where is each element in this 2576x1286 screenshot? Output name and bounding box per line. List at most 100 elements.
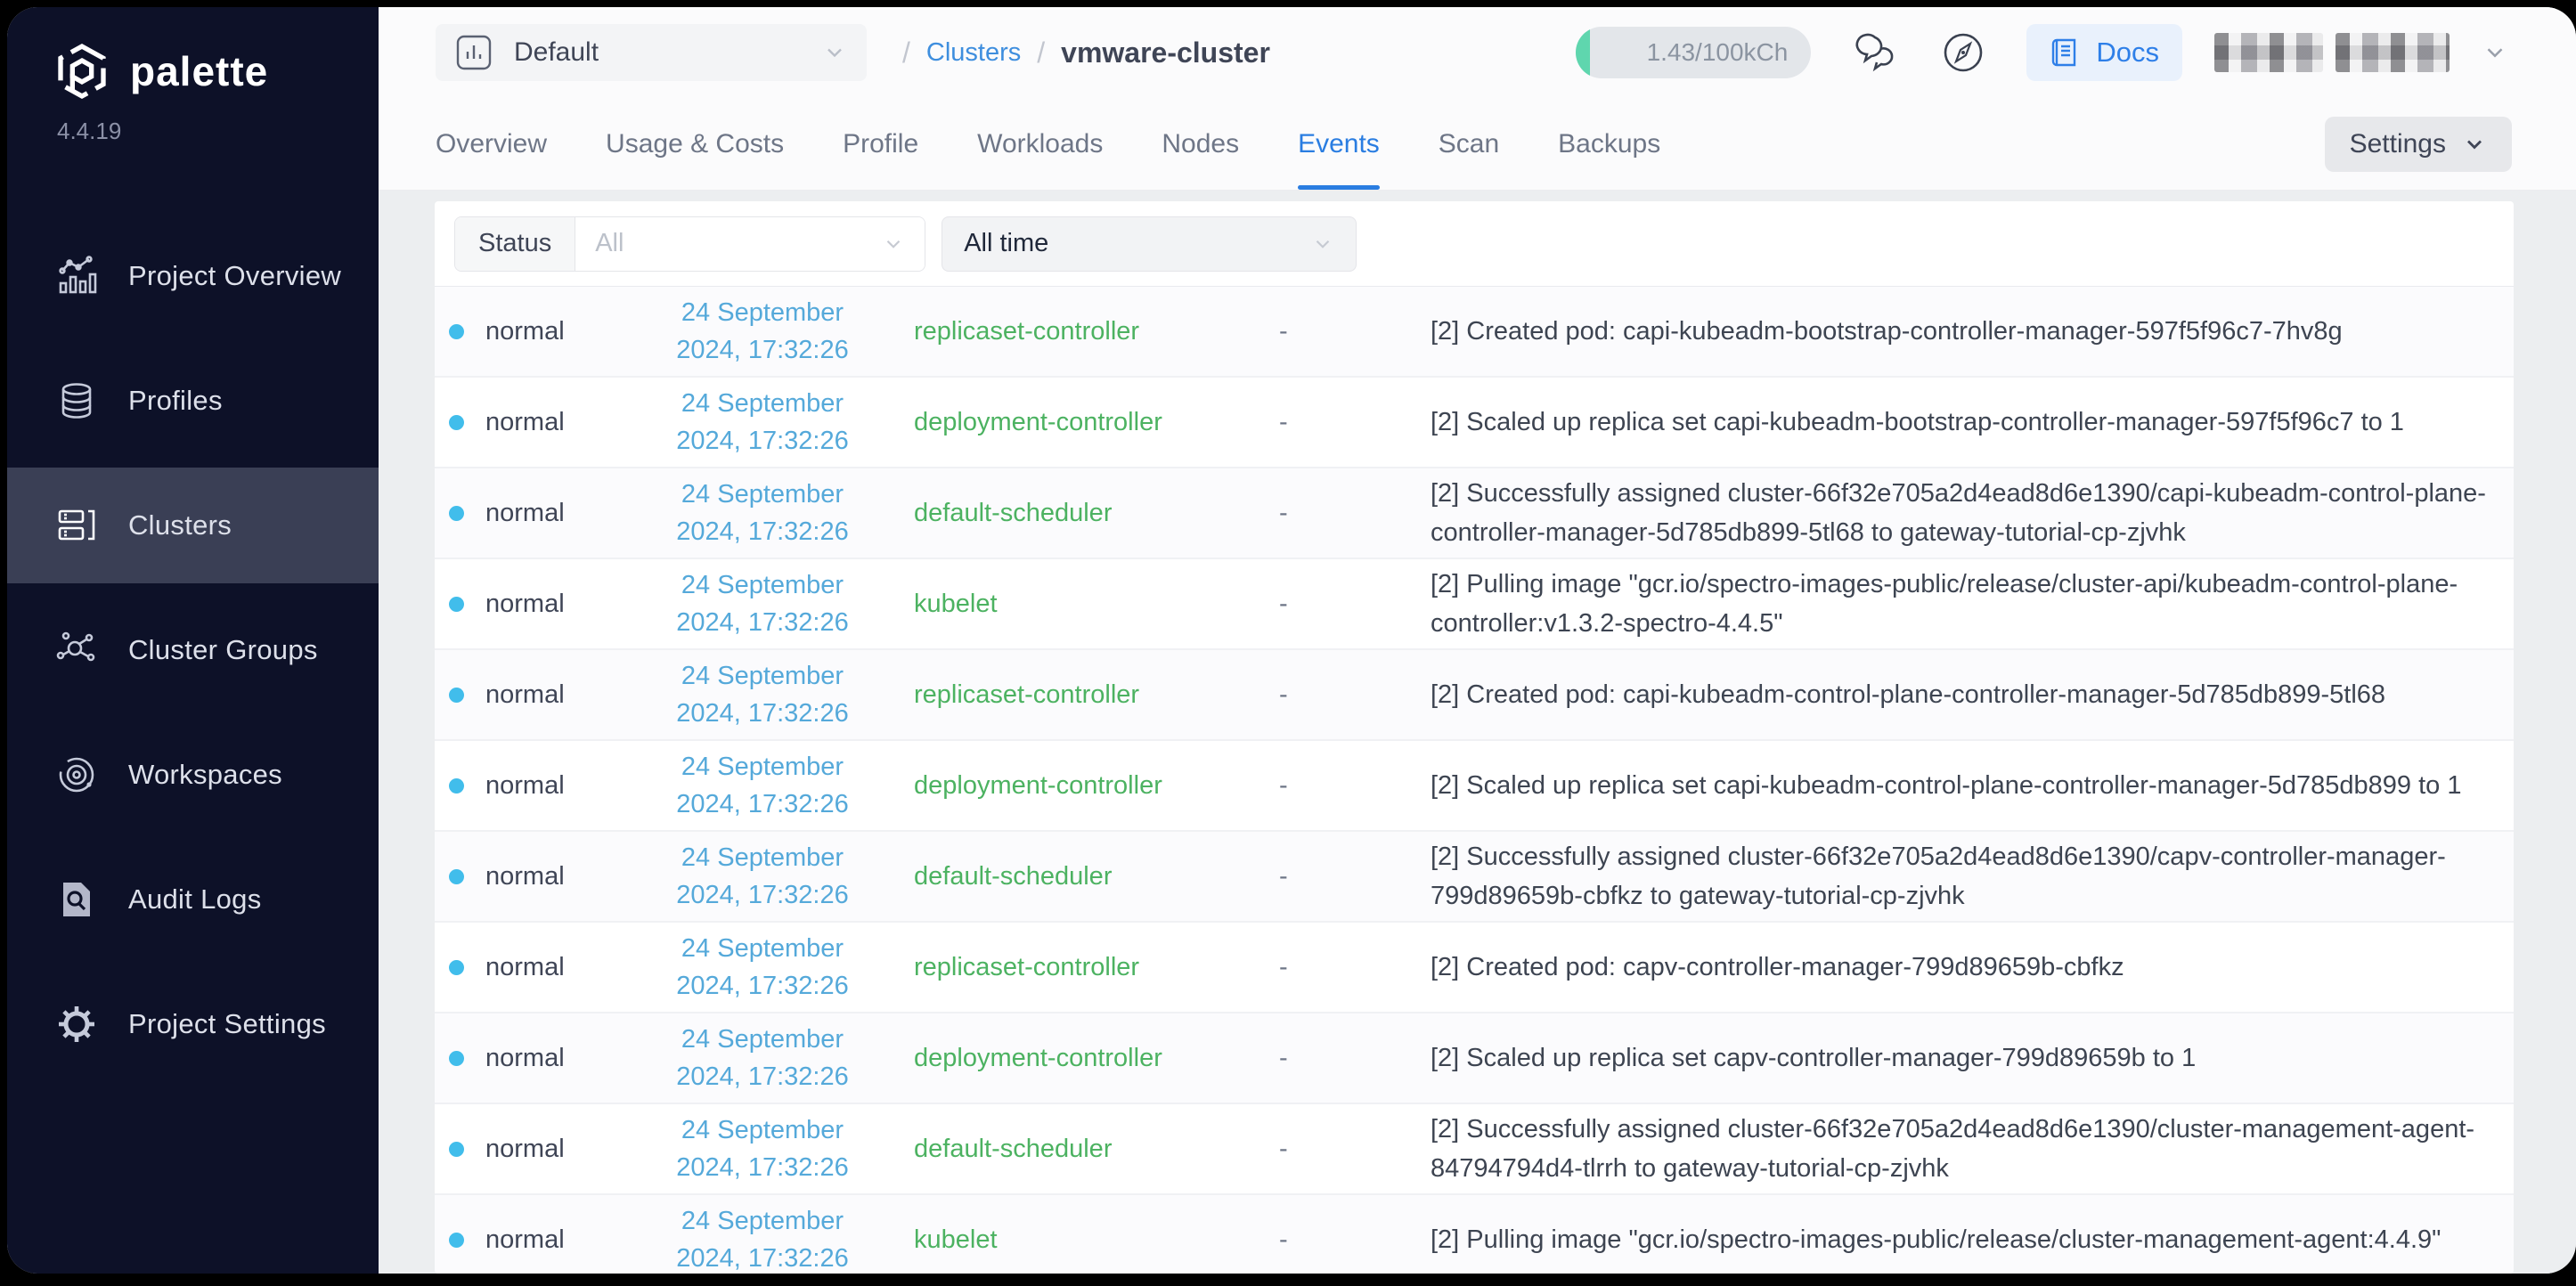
- event-message-cell: [2] Created pod: capi-kubeadm-bootstrap-…: [1431, 317, 2343, 346]
- sidebar-item-project-settings[interactable]: Project Settings: [7, 966, 379, 1082]
- event-message-cell: [2] Scaled up replica set capv-controlle…: [1431, 1044, 2197, 1072]
- tab-nodes[interactable]: Nodes: [1162, 128, 1240, 159]
- event-status-label: normal: [485, 680, 565, 709]
- chat-button[interactable]: [1850, 28, 1900, 77]
- status-filter-label: Status: [455, 216, 576, 271]
- event-source-cell: replicaset-controller: [914, 952, 1140, 981]
- book-icon: [2052, 38, 2076, 67]
- event-date-cell: 24 September 2024, 17:32:26: [673, 657, 852, 732]
- chart-icon: [59, 256, 97, 294]
- event-status-label: normal: [485, 407, 565, 436]
- sidebar: palette 4.4.19 Project Overview Pro: [7, 7, 379, 1274]
- event-source-cell: default-scheduler: [914, 498, 1113, 527]
- status-filter-select[interactable]: All: [575, 216, 925, 271]
- event-involved-cell: -: [1279, 316, 1288, 346]
- event-status-label: normal: [485, 952, 565, 981]
- event-date-line1: 24 September: [681, 480, 844, 509]
- layers-icon: [61, 383, 92, 419]
- tab-backups[interactable]: Backups: [1558, 128, 1661, 159]
- sidebar-item-cluster-groups[interactable]: Cluster Groups: [7, 592, 379, 708]
- events-content: Status All All time normal 24 S: [379, 191, 2576, 1274]
- status-dot-icon: [449, 414, 464, 430]
- event-status-cell: normal: [435, 499, 647, 528]
- palette-logo-icon: [58, 43, 106, 100]
- tab-scan[interactable]: Scan: [1438, 128, 1500, 159]
- event-message-cell: [2] Pulling image "gcr.io/spectro-images…: [1431, 1225, 2441, 1254]
- project-selector[interactable]: Default: [436, 24, 867, 81]
- event-message-cell: [2] Successfully assigned cluster-66f32e…: [1431, 842, 2446, 910]
- orbit-icon: [59, 757, 94, 793]
- event-involved-cell: -: [1279, 952, 1288, 981]
- event-status-cell: normal: [435, 862, 647, 891]
- event-date-line1: 24 September: [681, 1207, 844, 1235]
- event-involved-cell: -: [1279, 498, 1288, 527]
- event-date-cell: 24 September 2024, 17:32:26: [673, 1021, 852, 1095]
- event-date-line2: 2024, 17:32:26: [676, 1062, 849, 1091]
- event-date-line2: 2024, 17:32:26: [676, 790, 849, 818]
- explore-button[interactable]: [1939, 28, 1987, 77]
- sidebar-item-label: Cluster Groups: [128, 634, 318, 665]
- chevron-down-icon: [2487, 48, 2503, 58]
- event-date-cell: 24 September 2024, 17:32:26: [673, 1202, 852, 1274]
- docs-button-label: Docs: [2096, 37, 2159, 68]
- chevron-down-icon: [886, 240, 901, 248]
- tab-profile[interactable]: Profile: [843, 128, 919, 159]
- events-card: Status All All time normal 24 S: [435, 201, 2514, 1274]
- chevron-down-icon: [1316, 240, 1330, 248]
- usage-badge: 1.43/100kCh: [1576, 27, 1812, 78]
- event-date-line1: 24 September: [681, 389, 844, 418]
- main-area: Default / Clusters / vmware-cluster 1.43…: [379, 7, 2576, 1274]
- tab-overview[interactable]: Overview: [436, 128, 548, 159]
- event-involved-cell: -: [1279, 589, 1288, 618]
- tab-workloads[interactable]: Workloads: [977, 128, 1104, 159]
- cluster-tabs: Overview Usage & Costs Profile Workloads…: [379, 98, 2576, 191]
- event-date-line1: 24 September: [681, 1116, 844, 1144]
- project-selector-value: Default: [514, 37, 599, 67]
- event-status-cell: normal: [435, 408, 647, 437]
- event-status-cell: normal: [435, 771, 647, 801]
- topbar: Default / Clusters / vmware-cluster 1.43…: [379, 7, 2576, 98]
- docs-button[interactable]: Docs: [2026, 24, 2182, 81]
- event-status-label: normal: [485, 589, 565, 618]
- tab-events[interactable]: Events: [1298, 98, 1380, 190]
- app-window: palette 4.4.19 Project Overview Pro: [7, 7, 2576, 1274]
- event-status-label: normal: [485, 770, 565, 800]
- event-date-cell: 24 September 2024, 17:32:26: [673, 748, 852, 823]
- sidebar-item-workspaces[interactable]: Workspaces: [7, 717, 379, 833]
- event-date-cell: 24 September 2024, 17:32:26: [673, 930, 852, 1005]
- sidebar-item-clusters[interactable]: Clusters: [7, 468, 379, 583]
- gear-icon: [59, 1006, 94, 1042]
- event-message-cell: [2] Created pod: capv-controller-manager…: [1431, 953, 2124, 981]
- status-dot-icon: [449, 323, 464, 339]
- time-filter-select[interactable]: All time: [942, 216, 1357, 272]
- settings-button-label: Settings: [2349, 128, 2446, 159]
- tab-usage-costs[interactable]: Usage & Costs: [606, 128, 785, 159]
- event-involved-cell: -: [1279, 1225, 1288, 1254]
- sidebar-item-label: Profiles: [128, 385, 223, 416]
- table-row: normal 24 September 2024, 17:32:26 deplo…: [435, 378, 2514, 468]
- table-row: normal 24 September 2024, 17:32:26 repli…: [435, 287, 2514, 378]
- user-menu[interactable]: [2214, 33, 2508, 72]
- event-date-line1: 24 September: [681, 298, 844, 327]
- event-message-cell: [2] Successfully assigned cluster-66f32e…: [1431, 479, 2486, 547]
- chat-icon: [1855, 33, 1894, 72]
- event-status-cell: normal: [435, 1044, 647, 1073]
- sidebar-item-label: Project Settings: [128, 1008, 326, 1039]
- settings-button[interactable]: Settings: [2324, 116, 2512, 172]
- sidebar-item-profiles[interactable]: Profiles: [7, 343, 379, 459]
- sidebar-item-project-overview[interactable]: Project Overview: [7, 218, 379, 334]
- event-involved-cell: -: [1279, 1134, 1288, 1163]
- sidebar-item-audit-logs[interactable]: Audit Logs: [7, 842, 379, 957]
- event-date-line2: 2024, 17:32:26: [676, 699, 849, 728]
- event-date-cell: 24 September 2024, 17:32:26: [673, 385, 852, 460]
- event-source-cell: kubelet: [914, 589, 998, 618]
- event-source-cell: replicaset-controller: [914, 316, 1140, 346]
- event-date-line1: 24 September: [681, 571, 844, 599]
- table-row: normal 24 September 2024, 17:32:26 repli…: [435, 923, 2514, 1013]
- table-row: normal 24 September 2024, 17:32:26 kubel…: [435, 559, 2514, 650]
- event-source-cell: deployment-controller: [914, 1043, 1162, 1072]
- breadcrumb-link-clusters[interactable]: Clusters: [925, 37, 1022, 67]
- filters-bar: Status All All time: [435, 201, 2514, 287]
- logo: palette: [7, 7, 379, 100]
- table-row: normal 24 September 2024, 17:32:26 repli…: [435, 650, 2514, 741]
